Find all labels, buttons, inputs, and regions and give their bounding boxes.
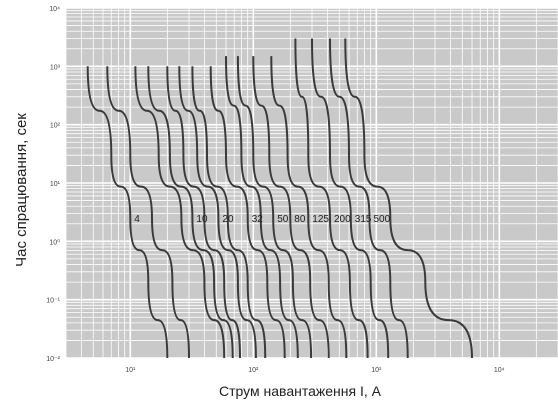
curve-rating-label: 500 xyxy=(374,214,391,225)
curve-rating-label: 10 xyxy=(196,214,208,225)
y-tick-label: 10⁴ xyxy=(49,6,60,13)
y-tick-label: 10¹ xyxy=(50,181,61,188)
y-tick-label: 10⁰ xyxy=(49,238,60,246)
x-tick-label: 10² xyxy=(248,367,259,374)
curve-200 xyxy=(294,38,369,359)
x-tick-labels: 10¹ 10² 10³ 10⁴ xyxy=(125,367,504,374)
y-tick-label: 10⁻² xyxy=(46,356,60,363)
curve-unlabeled xyxy=(344,38,473,359)
y-tick-label: 10² xyxy=(50,123,61,130)
curve-rating-label: 20 xyxy=(222,214,234,225)
y-tick-label: 10³ xyxy=(50,64,61,71)
curve-32 xyxy=(209,66,286,359)
x-tick-label: 10⁴ xyxy=(494,367,505,374)
y-tick-labels: 10⁴ 10³ 10² 10¹ 10⁰ 10⁻¹ 10⁻² xyxy=(46,6,60,363)
curve-rating-label: 32 xyxy=(252,214,264,225)
curve-rating-label: 200 xyxy=(334,214,351,225)
curve-unlabeled xyxy=(134,66,226,359)
x-axis-label: Струм навантаження I, А xyxy=(219,383,382,399)
curve-rating-label: 315 xyxy=(355,214,372,225)
curve-315 xyxy=(311,38,390,359)
curve-unlabeled xyxy=(191,66,267,359)
curve-unlabeled xyxy=(106,66,190,359)
curve-20 xyxy=(178,66,257,359)
x-tick-label: 10³ xyxy=(371,367,382,374)
curve-500 xyxy=(329,38,409,359)
curve-unlabeled xyxy=(166,66,241,359)
curve-rating-label: 50 xyxy=(277,214,289,225)
curve-rating-label: 80 xyxy=(294,214,306,225)
curve-rating-labels: 4 10 20 32 50 80 125 200 315 500 xyxy=(134,214,390,225)
curve-rating-label: 125 xyxy=(312,214,329,225)
curve-10 xyxy=(147,66,234,359)
curve-4 xyxy=(86,66,169,359)
curve-unlabeled xyxy=(225,56,299,359)
curve-rating-label: 4 xyxy=(134,214,140,225)
characteristic-curves xyxy=(86,38,473,359)
y-axis-label: Час спрацювання, сек xyxy=(13,113,30,267)
curve-50 xyxy=(236,56,313,359)
y-tick-label: 10⁻¹ xyxy=(46,298,60,305)
x-tick-label: 10¹ xyxy=(125,367,136,374)
curve-80 xyxy=(252,56,330,359)
curve-125 xyxy=(270,56,348,359)
